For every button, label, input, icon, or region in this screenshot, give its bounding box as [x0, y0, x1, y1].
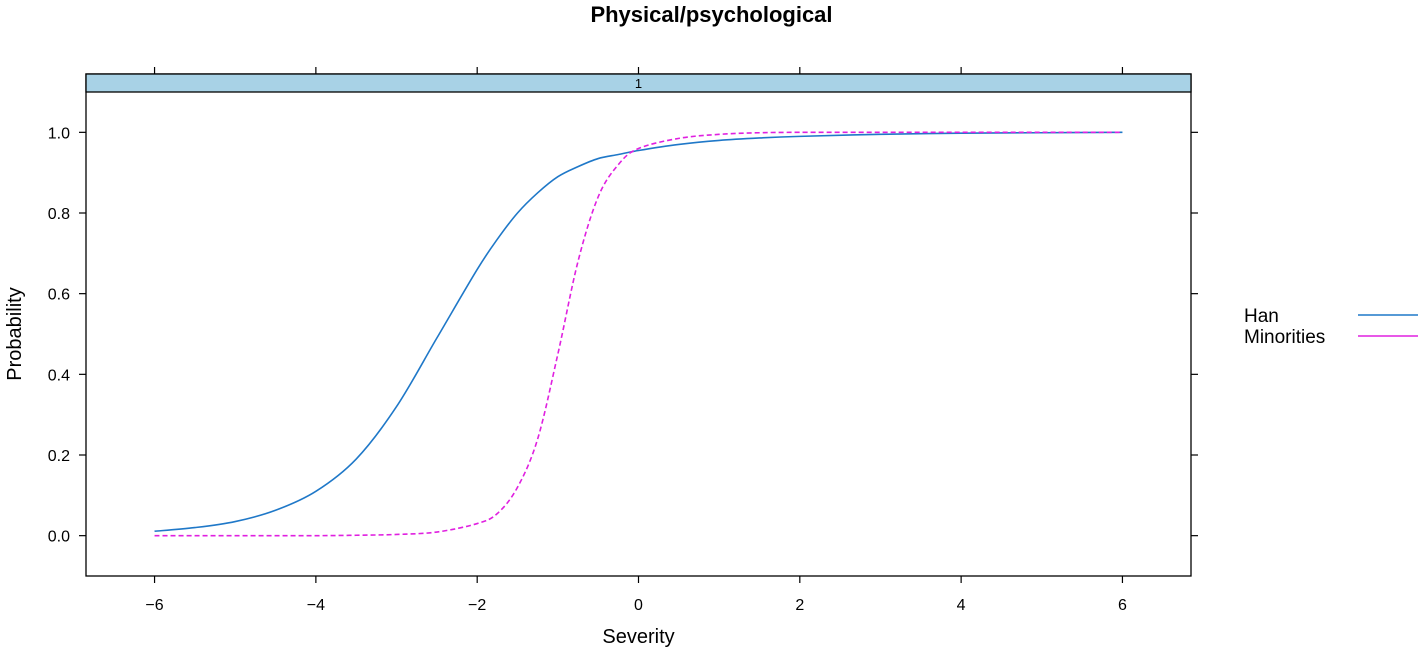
x-tick-label: −2	[468, 597, 486, 614]
y-tick-label: 0.0	[48, 529, 70, 546]
panel-strip-label: 1	[635, 76, 642, 91]
series-line-minorities	[154, 131, 1123, 537]
chart-title: Physical/psychological	[590, 2, 833, 27]
y-tick-label: 0.2	[48, 448, 70, 465]
y-axis-label: Probability	[4, 287, 26, 380]
legend-label-minorities: Minorities	[1244, 327, 1325, 348]
x-tick-label: 2	[795, 597, 804, 614]
x-tick-label: −4	[307, 597, 325, 614]
x-axis-label: Severity	[602, 626, 674, 648]
x-tick-label: 6	[1118, 597, 1127, 614]
x-tick-label: −6	[145, 597, 163, 614]
y-tick-label: 0.6	[48, 287, 70, 304]
y-tick-label: 0.8	[48, 206, 70, 223]
x-tick-label: 4	[957, 597, 966, 614]
legend-label-han: Han	[1244, 306, 1279, 327]
x-tick-label: 0	[634, 597, 643, 614]
y-tick-label: 1.0	[48, 125, 70, 142]
series-line-han	[154, 131, 1123, 533]
y-tick-label: 0.4	[48, 367, 70, 384]
